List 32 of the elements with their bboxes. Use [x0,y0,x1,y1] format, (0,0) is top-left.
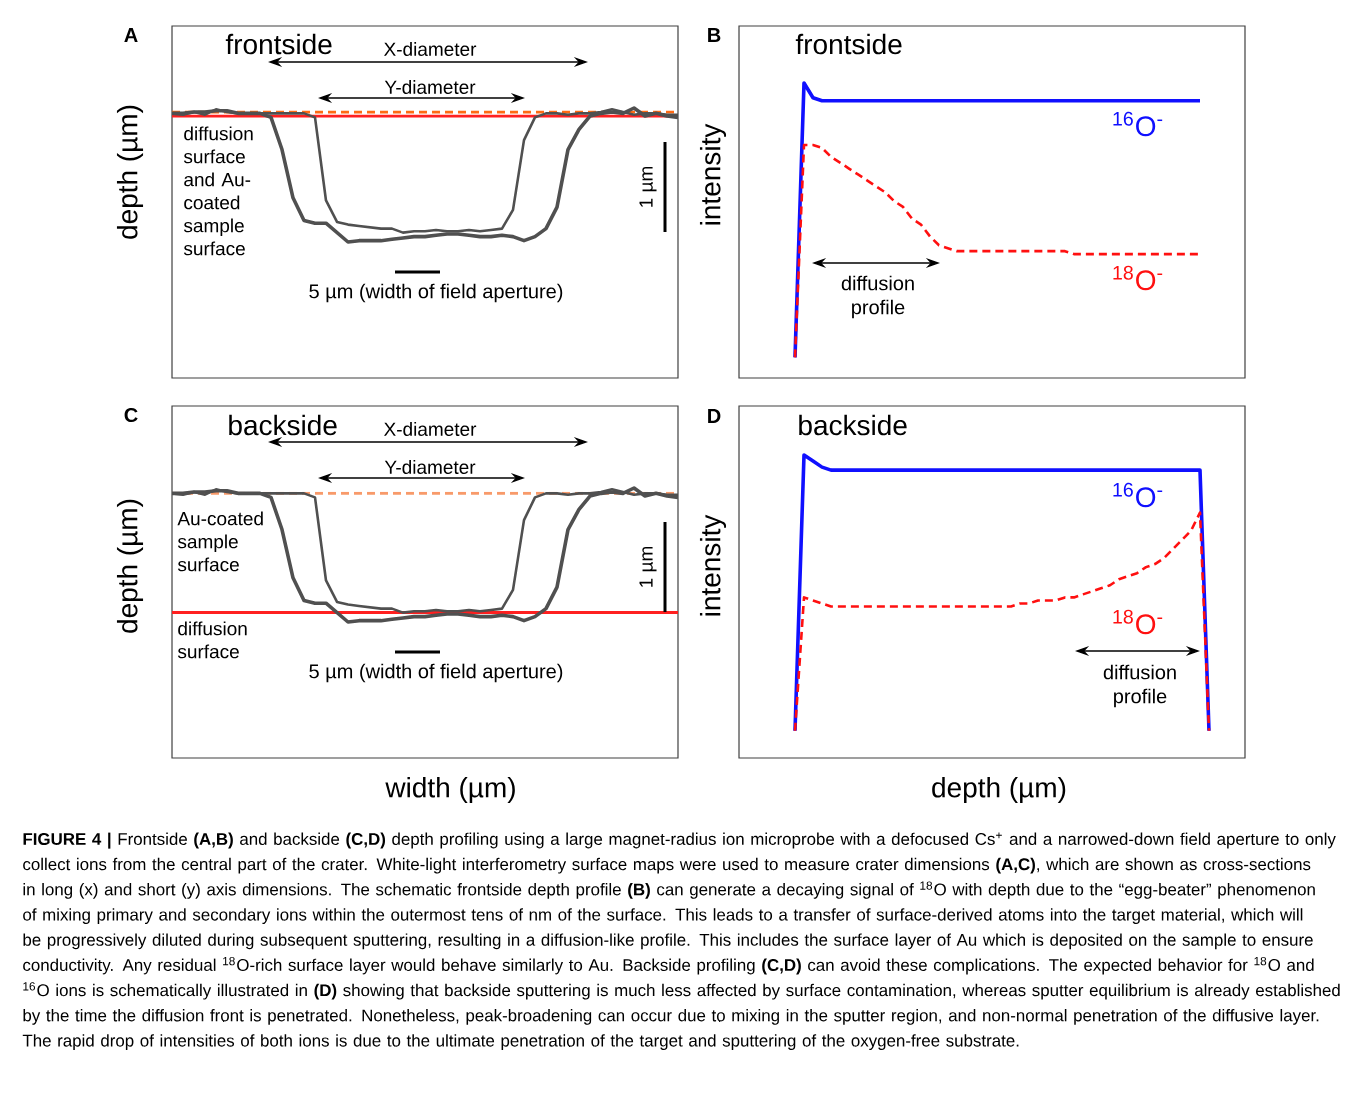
y-axis-title: depth (µm) [116,105,144,239]
chart-title: frontside [225,33,332,55]
y-axis-title: intensity [699,123,727,225]
text: X-diameter [383,422,477,436]
x-axis-title: width (µm) [385,776,515,804]
text: FIGURE 4 | Frontside (A,B) and backside (C,D) depth profiling using a large magnet-radius ion microprobe with a defocused Cs$^{+}$ and a narrowed-down field aperture to only collect ions from the central part of the crater. White-light interferometry surface maps were used to measure crater dimensions (A,C), which are shown as cross-sections in long (x) and short (y) axis dimensions. The schematic frontside depth profile (B) can generate a decaying signal of $^{18}$O with depth due to the “egg-beater” phenomenon of mixing primary and secondary ions within the outermost tens of nm of the surface. This leads to a transfer of surface-derived atoms into the target material, which will be progressively diluted during subsequent sputtering, resulting in a diffusion-like profile. This includes the surface layer of Au which is deposited on the sample to ensure conductivity. Any residual $^{18}$O-rich surface layer would behave similarly to Au. Backside profiling (C,D) can avoid these complications. The expected behavior for $^{18}$O and $^{16}$O ions is schematically illustrated in (D) showing that backside sputtering is much less affected by surface contamination, whereas sputter equilibrium is already established by the time the diffusion front is penetrated. Nonetheless, peak-broadening can occur due to mixing in the sputter region, and non-normal penetration of the diffusive layer. The rapid drop of intensities of both ions is due to the ultimate penetration of the target and sputtering of the oxygen-free substrate. [22,832,1340,1050]
text: Y-diameter [384,460,476,474]
series-label: $^{18}$O$^{-}$ [1113,609,1163,635]
text: X-diameter [383,42,477,56]
text: B [708,28,721,42]
chart-title: backside [799,414,907,436]
text: C [124,407,138,423]
y-axis-title: intensity [699,514,727,616]
annotation: 1 µm [639,166,657,207]
text: Y-diameter [384,80,476,94]
series-label: $^{16}$O$^{-}$ [1113,111,1163,137]
chart-title: frontside [795,33,902,55]
ref-line-label: diffusion surface [177,621,247,659]
series-label: $^{16}$O$^{-}$ [1113,482,1163,508]
ref-line-label: Au-coated sample surface [177,511,263,572]
annotation: 1 µm [639,546,657,587]
series-label: $^{18}$O$^{-}$ [1113,265,1163,291]
text: 5 µm (width of field aperture) [309,663,563,683]
text: A [124,28,138,42]
annotation: diffusion profile [841,275,914,319]
x-axis-title: depth (µm) [932,776,1066,804]
text: D [708,409,721,423]
y-axis-title: depth (µm) [116,499,144,633]
chart-title: backside [229,414,337,436]
text: 5 µm (width of field aperture) [309,283,563,303]
annotation: diffusion profile [1103,664,1176,708]
ref-line-label: diffusion surface and Au-coated sample surface [183,126,253,256]
